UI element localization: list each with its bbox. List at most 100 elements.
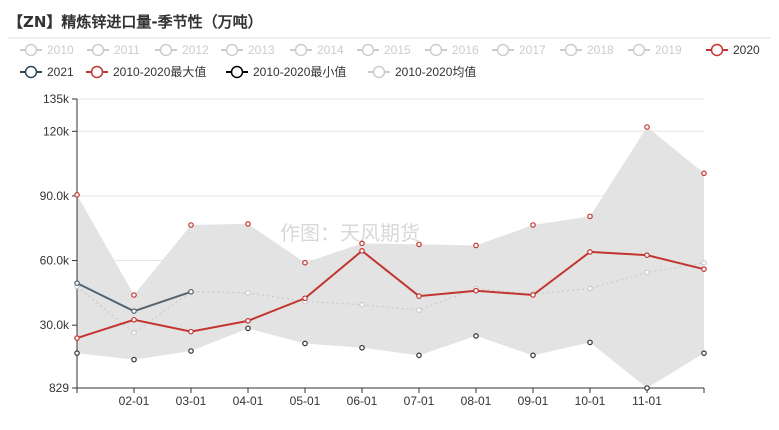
band-area — [77, 127, 704, 388]
legend-item-8[interactable]: 2018 — [560, 43, 614, 57]
legend-item-2[interactable]: 2012 — [155, 43, 209, 57]
series-line — [76, 262, 705, 334]
legend-swatch-marker — [225, 43, 239, 57]
y-tick-label: 829 — [49, 381, 69, 395]
legend-item-0[interactable]: 2010 — [20, 43, 74, 57]
legend-item-9[interactable]: 2019 — [628, 43, 682, 57]
data-point[interactable] — [74, 192, 80, 198]
data-point[interactable] — [416, 352, 422, 359]
legend-swatch-marker — [91, 43, 105, 57]
data-point[interactable] — [701, 170, 707, 177]
legend-label: 2014 — [317, 43, 344, 57]
legend-swatch-marker — [496, 43, 510, 57]
data-point[interactable] — [701, 266, 707, 272]
legend-item-1[interactable]: 2011 — [87, 43, 140, 57]
data-point[interactable] — [359, 248, 365, 254]
series-line — [76, 249, 705, 340]
legend-swatch-marker — [632, 43, 646, 57]
data-point[interactable] — [473, 242, 479, 249]
data-point[interactable] — [701, 350, 707, 356]
data-point[interactable] — [245, 325, 251, 332]
data-point[interactable] — [416, 307, 422, 313]
data-point[interactable] — [302, 259, 308, 266]
data-point[interactable] — [701, 259, 707, 266]
legend-swatch-marker — [710, 43, 724, 57]
data-point[interactable] — [587, 213, 593, 220]
legend-item-12[interactable]: 2010-2020最大值 — [86, 64, 206, 79]
legend-swatch-marker — [90, 65, 104, 79]
data-point[interactable] — [587, 285, 593, 292]
legend-item-14[interactable]: 2010-2020均值 — [368, 64, 476, 79]
legend-label: 2020 — [733, 43, 760, 57]
data-point[interactable] — [416, 241, 422, 248]
legend-label: 2010-2020最小值 — [253, 64, 346, 79]
data-point[interactable] — [188, 288, 194, 295]
data-point[interactable] — [131, 316, 137, 323]
data-point[interactable] — [473, 287, 479, 294]
legend-item-11[interactable]: 2021 — [20, 65, 74, 79]
data-point[interactable] — [188, 222, 194, 228]
x-tick-label: 02-01 — [119, 394, 150, 408]
legend-item-3[interactable]: 2013 — [221, 43, 275, 57]
data-point[interactable] — [644, 385, 650, 391]
data-point[interactable] — [530, 292, 536, 298]
legend-item-5[interactable]: 2015 — [357, 43, 411, 57]
data-point[interactable] — [644, 124, 650, 130]
data-point[interactable] — [245, 318, 251, 324]
data-point[interactable] — [131, 308, 137, 314]
series-0 — [74, 248, 707, 341]
legend-swatch-marker — [24, 65, 38, 79]
legend-label: 2010-2020均值 — [395, 64, 476, 79]
data-point[interactable] — [587, 249, 593, 255]
series-layer — [74, 124, 707, 391]
legend-label: 2013 — [248, 43, 275, 57]
data-point[interactable] — [302, 295, 308, 302]
legend-item-13[interactable]: 2010-2020最小值 — [226, 64, 346, 79]
min-max-band — [77, 127, 704, 388]
data-point[interactable] — [359, 344, 365, 351]
data-point[interactable] — [530, 222, 536, 228]
x-tick-label: 09-01 — [518, 394, 549, 408]
data-point[interactable] — [644, 269, 650, 276]
series-1 — [74, 280, 194, 314]
x-tick-label: 08-01 — [461, 394, 492, 408]
legend-label: 2015 — [384, 43, 411, 57]
y-tick-label: 30.0k — [40, 318, 70, 332]
data-point[interactable] — [473, 333, 479, 339]
y-tick-label: 135k — [43, 92, 70, 106]
data-point[interactable] — [74, 280, 80, 286]
data-point[interactable] — [74, 350, 80, 356]
data-point[interactable] — [74, 335, 80, 341]
data-point[interactable] — [359, 240, 365, 247]
data-point[interactable] — [131, 329, 137, 336]
y-tick-label: 120k — [43, 124, 70, 138]
data-point[interactable] — [245, 221, 251, 227]
data-point[interactable] — [131, 356, 137, 363]
legend-label: 2017 — [519, 43, 546, 57]
legend-label: 2018 — [587, 43, 614, 57]
legend-item-7[interactable]: 2017 — [492, 43, 546, 57]
legend-item-10[interactable]: 2020 — [706, 43, 760, 57]
legend-swatch-marker — [372, 65, 386, 79]
data-point[interactable] — [359, 301, 365, 308]
data-point[interactable] — [131, 292, 137, 298]
data-point[interactable] — [644, 252, 650, 258]
data-point[interactable] — [416, 293, 422, 299]
data-point[interactable] — [188, 348, 194, 354]
legend-item-6[interactable]: 2016 — [425, 43, 479, 57]
data-point[interactable] — [530, 352, 536, 359]
data-point[interactable] — [245, 290, 251, 296]
data-point[interactable] — [587, 339, 593, 346]
legend-item-4[interactable]: 2014 — [290, 43, 344, 57]
legend: 2010 2011 2012 2013 2014 2015 2016 2017 2018 2019… — [20, 43, 760, 79]
data-point[interactable] — [188, 328, 194, 335]
x-tick-label: 07-01 — [404, 394, 435, 408]
legend-swatch-marker — [159, 43, 173, 57]
legend-swatch-marker — [429, 43, 443, 57]
x-tick-label: 11-01 — [632, 394, 662, 408]
x-tick-label: 05-01 — [290, 394, 321, 408]
y-tick-label: 60.0k — [40, 254, 70, 268]
watermark: 作图：天风期货 — [280, 221, 420, 245]
data-point[interactable] — [302, 340, 308, 347]
